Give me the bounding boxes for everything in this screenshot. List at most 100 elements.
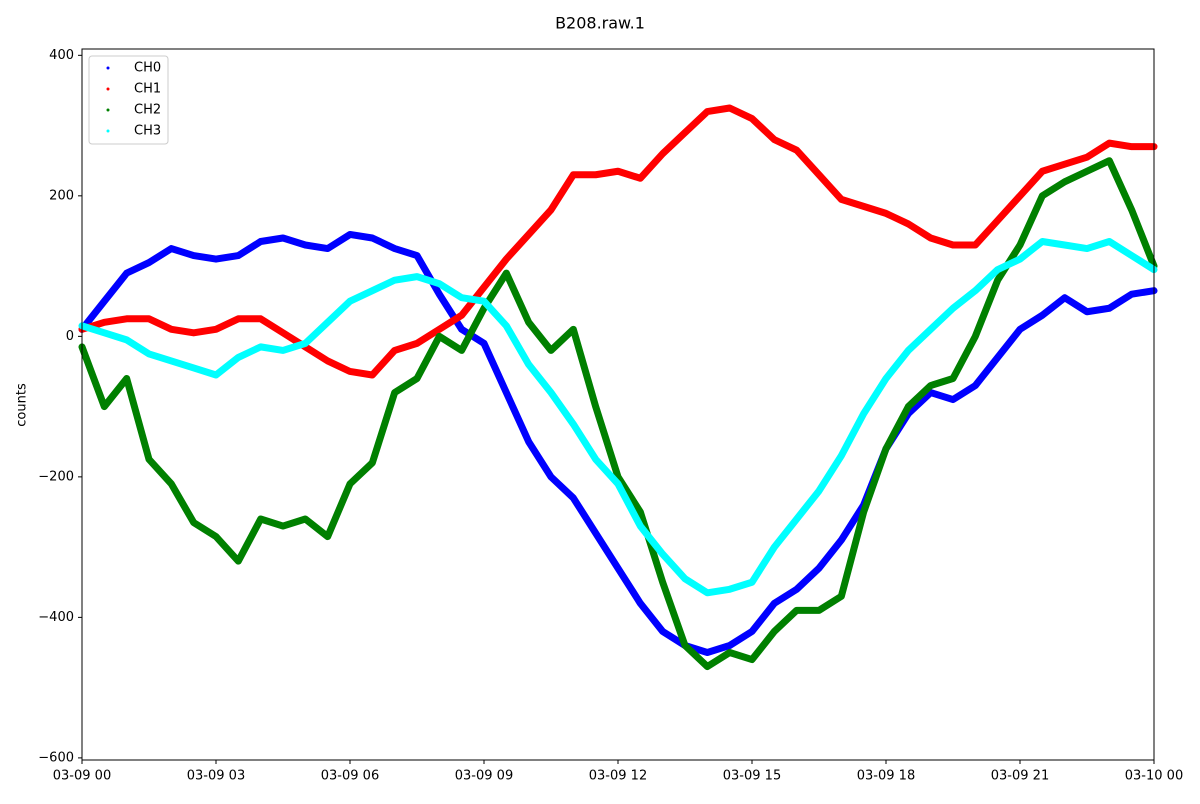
point bbox=[637, 523, 644, 530]
point bbox=[659, 551, 666, 558]
point bbox=[391, 389, 398, 396]
chart-title: B208.raw.1 bbox=[555, 14, 645, 33]
point bbox=[548, 347, 554, 354]
x-tick-label: 03-09 06 bbox=[321, 769, 379, 784]
point bbox=[570, 421, 577, 428]
point bbox=[972, 242, 979, 249]
point bbox=[347, 368, 353, 375]
point bbox=[369, 371, 376, 378]
point bbox=[771, 600, 778, 607]
point bbox=[1061, 178, 1068, 185]
point bbox=[213, 371, 219, 378]
point bbox=[391, 277, 398, 284]
x-tick-label: 03-09 03 bbox=[187, 769, 245, 784]
point bbox=[1017, 326, 1023, 333]
point bbox=[458, 294, 465, 301]
x-tick-label: 03-09 18 bbox=[857, 769, 915, 784]
point bbox=[816, 607, 822, 614]
point bbox=[369, 287, 376, 294]
point bbox=[324, 245, 331, 252]
point bbox=[1084, 308, 1090, 315]
y-tick-label: 0 bbox=[66, 329, 74, 344]
point bbox=[503, 322, 510, 329]
point bbox=[481, 284, 487, 291]
point bbox=[503, 270, 510, 277]
point bbox=[592, 171, 599, 178]
point bbox=[793, 607, 800, 614]
point bbox=[860, 508, 867, 515]
point bbox=[481, 298, 487, 305]
point bbox=[123, 270, 130, 277]
point bbox=[950, 396, 956, 403]
point bbox=[257, 238, 264, 245]
point bbox=[1106, 140, 1113, 147]
point bbox=[1128, 143, 1135, 150]
point bbox=[168, 480, 175, 487]
point bbox=[749, 115, 755, 122]
point bbox=[704, 589, 711, 596]
point bbox=[1128, 206, 1135, 213]
x-tick-label: 03-09 12 bbox=[589, 769, 647, 784]
point bbox=[994, 354, 1001, 361]
x-tick-label: 03-09 09 bbox=[455, 769, 513, 784]
point bbox=[1039, 312, 1046, 319]
point bbox=[302, 516, 309, 523]
point bbox=[101, 403, 108, 410]
point bbox=[838, 452, 845, 459]
point bbox=[168, 245, 175, 252]
point bbox=[972, 287, 979, 294]
point bbox=[123, 375, 130, 382]
point bbox=[146, 456, 152, 463]
point bbox=[146, 315, 152, 322]
point bbox=[1017, 242, 1023, 249]
point bbox=[570, 326, 577, 333]
point bbox=[436, 291, 443, 298]
point bbox=[458, 347, 465, 354]
point bbox=[1106, 238, 1113, 245]
point bbox=[101, 329, 108, 336]
point bbox=[458, 312, 465, 319]
point bbox=[257, 343, 264, 350]
point bbox=[481, 340, 487, 347]
point bbox=[771, 628, 778, 635]
point bbox=[793, 586, 800, 593]
point bbox=[101, 298, 108, 305]
y-axis-label: counts bbox=[15, 383, 30, 427]
point bbox=[280, 234, 286, 241]
point bbox=[1017, 192, 1023, 199]
point bbox=[592, 456, 599, 463]
point bbox=[235, 354, 242, 361]
point bbox=[503, 389, 510, 396]
point bbox=[793, 516, 800, 523]
point bbox=[190, 252, 197, 259]
point bbox=[927, 326, 934, 333]
point bbox=[570, 171, 577, 178]
point bbox=[1084, 245, 1090, 252]
point bbox=[838, 537, 845, 544]
point bbox=[213, 533, 219, 540]
point bbox=[950, 242, 956, 249]
point bbox=[347, 231, 353, 238]
point bbox=[302, 242, 309, 249]
point bbox=[615, 565, 621, 572]
point bbox=[324, 319, 331, 326]
point bbox=[838, 593, 845, 600]
point bbox=[905, 220, 912, 227]
point bbox=[905, 403, 912, 410]
legend-label: CH0 bbox=[134, 61, 161, 76]
point bbox=[726, 586, 733, 593]
point bbox=[682, 642, 688, 649]
point bbox=[659, 628, 666, 635]
point bbox=[146, 259, 152, 266]
point bbox=[816, 565, 822, 572]
y-tick-label: −400 bbox=[38, 610, 74, 625]
point bbox=[369, 459, 376, 466]
point bbox=[883, 210, 889, 217]
point bbox=[1061, 294, 1068, 301]
point bbox=[257, 315, 264, 322]
point bbox=[615, 480, 621, 487]
point bbox=[1128, 291, 1135, 298]
point bbox=[257, 516, 264, 523]
point bbox=[771, 544, 778, 551]
point bbox=[950, 305, 956, 312]
